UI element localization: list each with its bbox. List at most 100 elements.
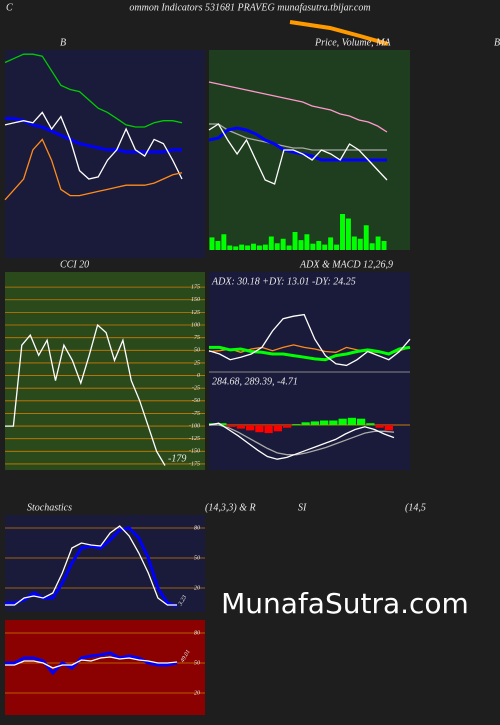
chart-title: CCI 20 — [60, 259, 89, 270]
volume-bar — [375, 236, 381, 250]
series-line — [209, 424, 395, 456]
histogram-bar — [384, 425, 393, 431]
y-tick-label: 0 — [197, 373, 200, 379]
panel — [5, 272, 205, 470]
volume-bar — [262, 244, 268, 250]
y-tick-label: 20 — [194, 585, 200, 591]
y-tick-label: 80 — [194, 630, 200, 636]
y-tick-label: 175 — [191, 285, 200, 291]
volume-bar — [304, 234, 310, 250]
header-title: ommon Indicators 531681 PRAVEG munafasut… — [129, 2, 370, 13]
watermark: MunafaSutra.com — [221, 587, 469, 620]
volume-bar — [292, 232, 298, 250]
y-tick-label: 100 — [191, 322, 200, 328]
histogram-bar — [218, 423, 227, 425]
volume-bar — [298, 240, 304, 250]
series-line — [5, 117, 182, 154]
volume-bar — [280, 238, 286, 250]
volume-bar — [233, 246, 239, 250]
volume-bar — [381, 241, 387, 250]
y-tick-label: 150 — [191, 297, 200, 303]
series-line — [5, 656, 178, 669]
volume-bar — [357, 238, 363, 250]
y-tick-label: -50 — [192, 398, 200, 404]
histogram-bar — [375, 425, 384, 428]
volume-bar — [251, 243, 256, 250]
annotation: 284.68, 289.39, -4.71 — [212, 376, 298, 387]
volume-bar — [328, 237, 334, 250]
series-line — [208, 81, 388, 133]
volume-bar — [369, 243, 375, 250]
annotation: ADX: 30.18 +DY: 13.01 -DY: 24.25 — [211, 276, 356, 287]
annotation: 3.23 — [177, 595, 188, 608]
series-line — [209, 345, 411, 362]
row-title: (14,3,3) & R — [205, 502, 256, 513]
volume-bar — [340, 214, 345, 250]
y-tick-label: -125 — [189, 436, 200, 442]
volume-bar — [286, 245, 292, 250]
overflow-line — [289, 20, 389, 46]
series-line — [4, 53, 183, 128]
histogram-bar — [236, 425, 245, 429]
y-tick-label: 50 — [194, 555, 200, 561]
y-tick-label: 50 — [194, 348, 200, 354]
series-line — [5, 323, 166, 466]
series-line — [208, 313, 411, 367]
y-tick-label: 75 — [194, 335, 200, 341]
volume-bar — [221, 234, 227, 250]
series-line — [208, 123, 388, 185]
histogram-bar — [283, 425, 292, 428]
histogram-bar — [357, 418, 366, 425]
histogram-bar — [301, 422, 310, 425]
y-tick-label: -175 — [189, 461, 200, 467]
volume-bar — [239, 244, 245, 250]
histogram-bar — [255, 425, 264, 433]
panel — [5, 50, 205, 258]
series-line — [4, 138, 183, 201]
y-tick-label: -25 — [192, 386, 200, 392]
row-title: (14,5 — [405, 502, 426, 513]
volume-bar — [334, 244, 340, 250]
histogram-bar — [273, 425, 282, 432]
series-line — [5, 525, 177, 606]
series-line — [4, 111, 183, 180]
y-tick-label: -150 — [189, 449, 200, 455]
y-tick-label: -100 — [189, 423, 200, 429]
series-line — [209, 123, 387, 151]
y-tick-label: -75 — [192, 411, 200, 417]
volume-bar — [209, 237, 215, 250]
series-line — [208, 422, 395, 460]
histogram-bar — [227, 425, 236, 427]
volume-bar — [351, 236, 357, 250]
volume-bar — [245, 245, 251, 250]
volume-bar — [345, 218, 351, 250]
series-line — [208, 126, 387, 162]
chart-title: Price, Volume, MA — [314, 37, 391, 48]
volume-bar — [310, 243, 316, 250]
series-line — [5, 651, 178, 676]
histogram-bar — [347, 417, 356, 425]
y-tick-label: 20 — [194, 690, 200, 696]
series-line — [5, 526, 178, 608]
volume-bar — [322, 244, 328, 250]
panel — [5, 620, 205, 715]
y-tick-label: 80 — [194, 525, 200, 531]
volume-bar — [363, 225, 369, 250]
histogram-bar — [264, 425, 273, 434]
histogram-bar — [366, 423, 375, 425]
volume-bar — [256, 245, 262, 250]
header-right: B — [494, 37, 500, 48]
y-tick-label: 50 — [194, 660, 200, 666]
chart-title: B — [60, 37, 66, 48]
histogram-bar — [310, 421, 319, 425]
y-tick-label: 125 — [191, 310, 200, 316]
row-title: SI — [298, 502, 307, 513]
panel — [209, 272, 410, 470]
histogram-bar — [246, 425, 255, 431]
panel — [5, 515, 205, 612]
histogram-bar — [329, 420, 338, 425]
chart-title: Stochastics — [27, 502, 72, 513]
histogram-bar — [320, 420, 329, 425]
annotation: -179 — [168, 453, 186, 464]
